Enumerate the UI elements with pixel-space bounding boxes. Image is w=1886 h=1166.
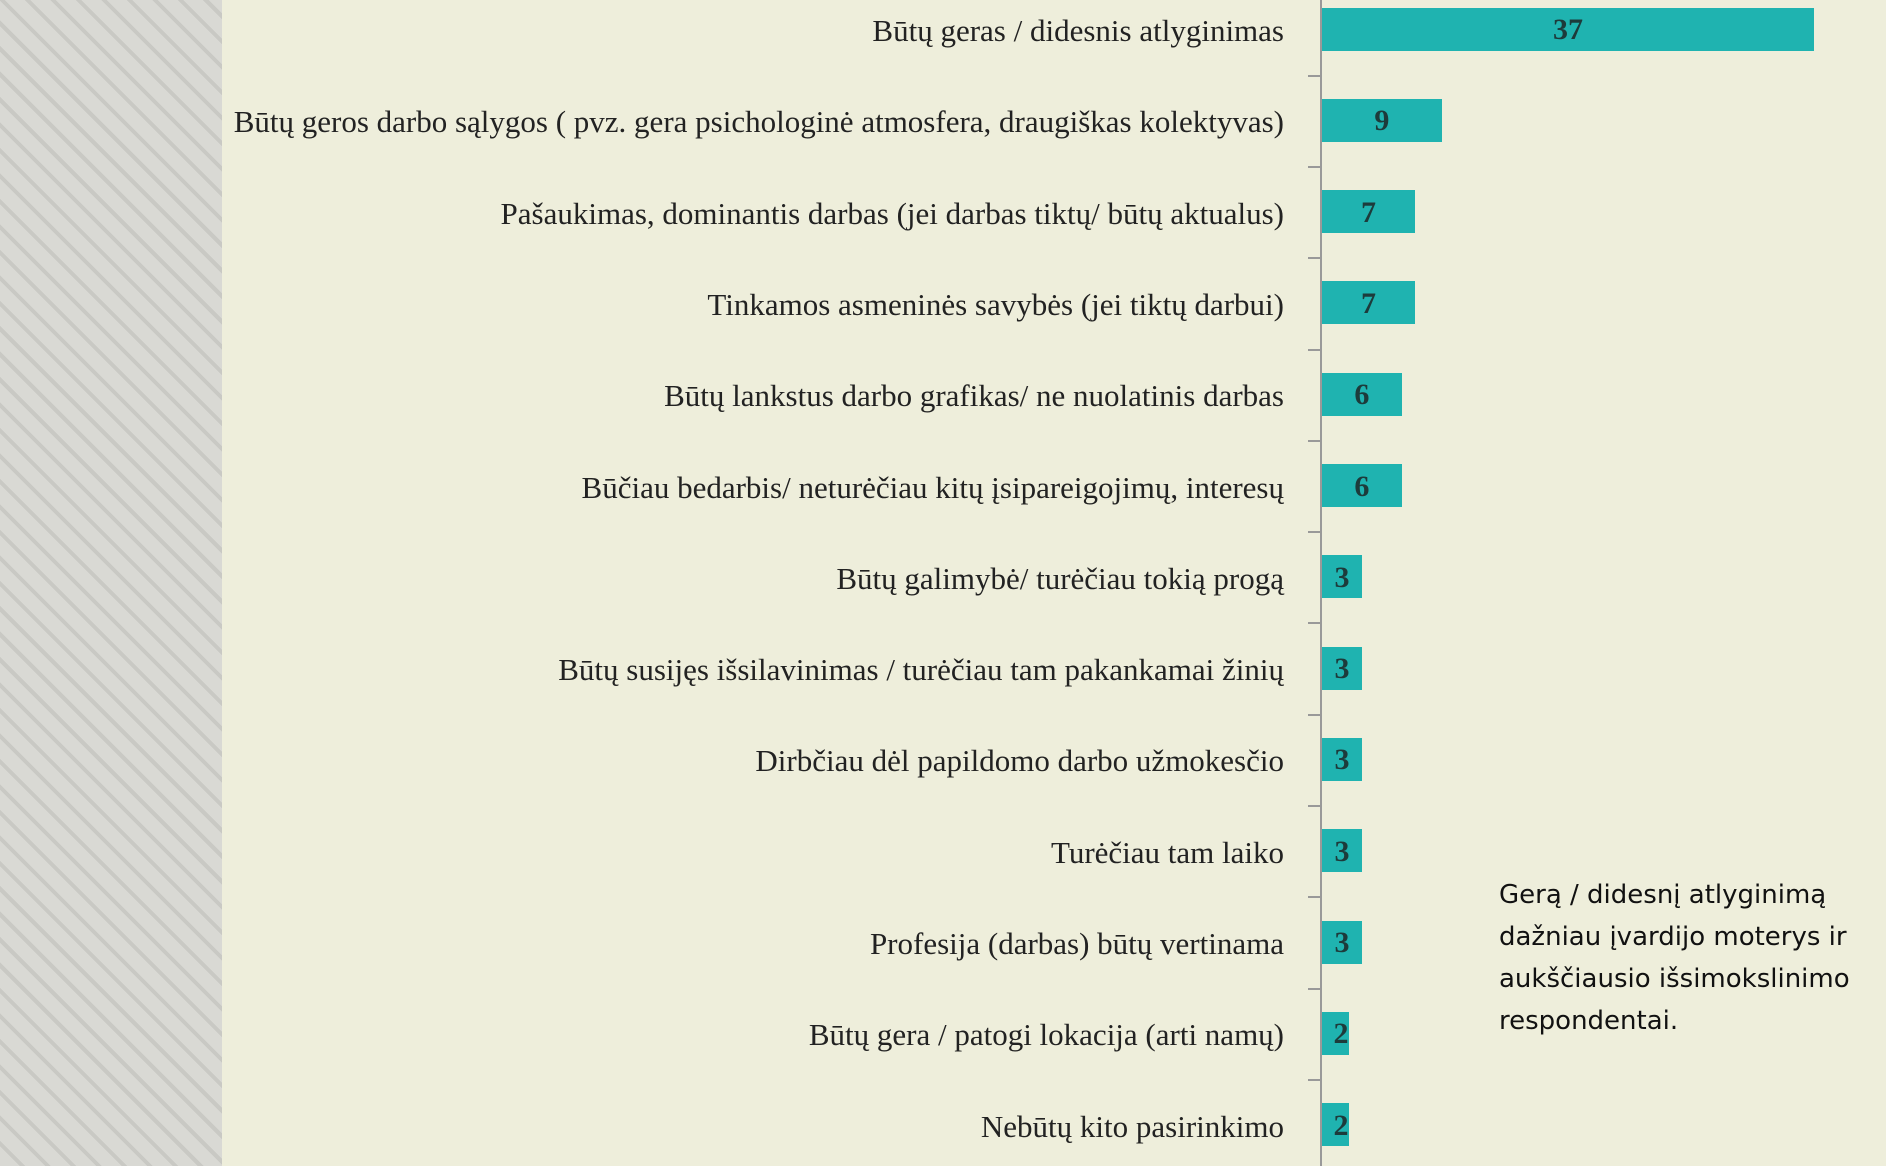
axis-tick bbox=[1308, 896, 1321, 898]
value-label: 6 bbox=[1354, 378, 1369, 412]
axis-tick bbox=[1308, 988, 1321, 990]
axis-tick bbox=[1308, 714, 1321, 716]
axis-tick bbox=[1308, 257, 1321, 259]
value-label: 2 bbox=[1334, 1109, 1349, 1143]
value-label: 9 bbox=[1374, 104, 1389, 138]
slide: Gerą / didesnį atlyginimą dažniau įvardi… bbox=[0, 0, 1886, 1166]
category-label: Turėčiau tam laiko bbox=[14, 835, 1284, 871]
category-label: Būtų geras / didesnis atlyginimas bbox=[14, 13, 1284, 49]
axis-tick bbox=[1308, 440, 1321, 442]
value-label: 2 bbox=[1334, 1017, 1349, 1051]
category-label: Būtų susijęs išsilavinimas / turėčiau ta… bbox=[14, 652, 1284, 688]
axis-tick bbox=[1308, 622, 1321, 624]
value-label: 3 bbox=[1334, 926, 1349, 960]
value-label: 37 bbox=[1553, 13, 1583, 47]
value-label: 7 bbox=[1361, 196, 1376, 230]
value-label: 6 bbox=[1354, 470, 1369, 504]
category-label: Būtų galimybė/ turėčiau tokią progą bbox=[14, 561, 1284, 597]
annotation: Gerą / didesnį atlyginimą dažniau įvardi… bbox=[1499, 874, 1884, 1042]
category-label: Nebūtų kito pasirinkimo bbox=[14, 1109, 1284, 1145]
category-label: Profesija (darbas) būtų vertinama bbox=[14, 926, 1284, 962]
category-label: Dirbčiau dėl papildomo darbo užmokesčio bbox=[14, 743, 1284, 779]
category-label: Būtų gera / patogi lokacija (arti namų) bbox=[14, 1017, 1284, 1053]
category-label: Būčiau bedarbis/ neturėčiau kitų įsipare… bbox=[14, 470, 1284, 506]
value-label: 3 bbox=[1334, 835, 1349, 869]
value-label: 3 bbox=[1334, 743, 1349, 777]
axis-tick bbox=[1308, 531, 1321, 533]
value-label: 3 bbox=[1334, 561, 1349, 595]
axis-tick bbox=[1308, 166, 1321, 168]
axis-tick bbox=[1308, 75, 1321, 77]
axis-tick bbox=[1308, 349, 1321, 351]
axis-tick bbox=[1308, 1079, 1321, 1081]
axis-tick bbox=[1308, 805, 1321, 807]
value-label: 7 bbox=[1361, 287, 1376, 321]
value-label: 3 bbox=[1334, 652, 1349, 686]
category-label: Būtų geros darbo sąlygos ( pvz. gera psi… bbox=[14, 104, 1284, 140]
category-label: Būtų lankstus darbo grafikas/ ne nuolati… bbox=[14, 378, 1284, 414]
category-label: Tinkamos asmeninės savybės (jei tiktų da… bbox=[14, 287, 1284, 323]
category-label: Pašaukimas, dominantis darbas (jei darba… bbox=[14, 196, 1284, 232]
